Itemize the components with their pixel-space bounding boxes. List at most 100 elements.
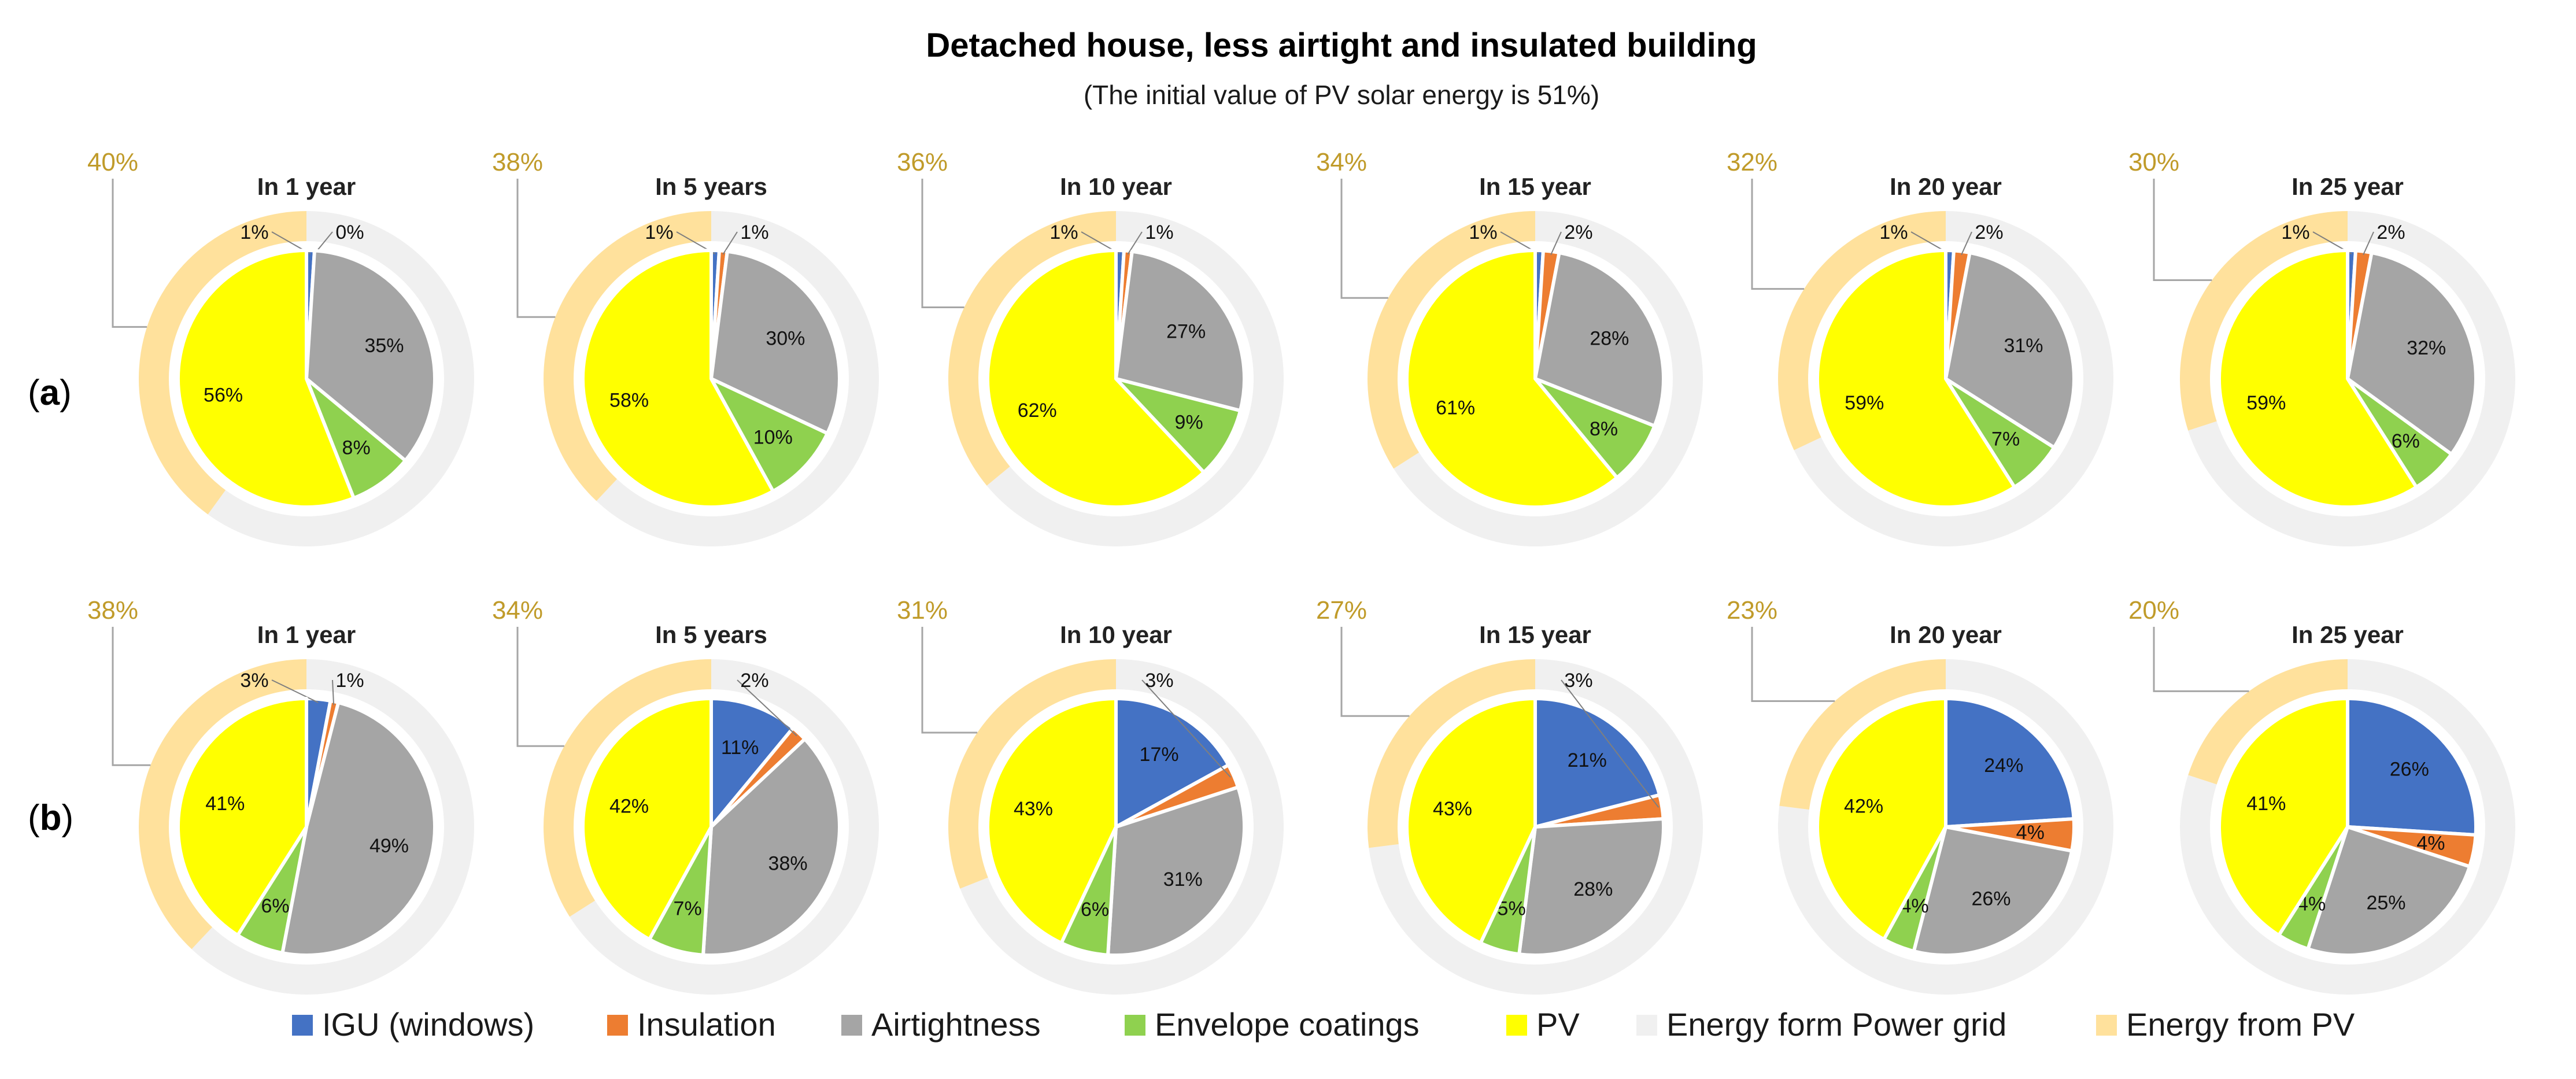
legend-swatch <box>607 1015 628 1036</box>
slice-label: 6% <box>1081 899 1109 921</box>
slice-label: 1% <box>240 221 268 243</box>
chart-title: In 5 years <box>655 621 767 648</box>
slice-pv <box>986 697 1118 945</box>
slice-envelope-coatings <box>1114 377 1243 474</box>
slice-envelope-coatings <box>709 377 829 493</box>
outer-slice-pv <box>1367 659 1535 848</box>
outer-label-pv: 30% <box>2128 148 2179 176</box>
slice-pv <box>1405 697 1537 945</box>
legend-label: IGU (windows) <box>322 1006 534 1043</box>
slice-leader <box>1127 231 1143 255</box>
slice-pv <box>1816 697 1947 941</box>
chart-title: In 5 years <box>655 173 767 200</box>
outer-label-pv: 34% <box>492 596 543 625</box>
legend-item: Energy from PV <box>2096 1006 2355 1043</box>
slice-label: 2% <box>1975 221 2003 243</box>
slice-airtightness <box>1106 785 1246 957</box>
outer-slice-pv <box>2180 211 2348 431</box>
slice-label: 58% <box>609 389 649 411</box>
slice-label: 1% <box>645 221 673 243</box>
slice-label: 28% <box>1573 878 1613 900</box>
slice-leader <box>722 231 738 255</box>
outer-slice-pv <box>1778 211 1946 450</box>
slice-label: 42% <box>1844 796 1883 818</box>
slice-label: 27% <box>1166 321 1206 343</box>
slice-label: 1% <box>2281 221 2309 243</box>
row-label-b: (b) <box>28 798 73 838</box>
outer-label-pv: 34% <box>1316 148 1367 176</box>
leader-line <box>112 179 147 328</box>
outer-slice-pv <box>544 211 711 501</box>
legend-swatch <box>1506 1015 1527 1036</box>
legend-label: Energy form Power grid <box>1666 1006 2006 1043</box>
slice-label: 3% <box>1145 670 1173 692</box>
slice-airtightness <box>305 249 437 463</box>
slice-pv <box>986 249 1206 509</box>
legend-label: Insulation <box>637 1006 776 1043</box>
slice-label: 6% <box>261 895 289 917</box>
outer-slice-grid <box>986 211 1284 546</box>
slice-pv <box>2217 697 2349 937</box>
slice-label: 7% <box>674 898 702 920</box>
charts-group: In 1 year 40% 1% 0% 35% 8% 56% In 5 years 38% 1% 1… <box>87 148 2516 995</box>
leader-line <box>2153 179 2212 282</box>
chart-title: In 15 year <box>1479 621 1591 648</box>
outer-label-pv: 38% <box>87 596 138 625</box>
legend-swatch <box>1125 1015 1145 1036</box>
slice-label: 9% <box>1175 412 1203 434</box>
chart-title: In 25 year <box>2292 173 2404 200</box>
slice-label: 41% <box>2246 793 2286 815</box>
legend-swatch <box>2096 1015 2117 1036</box>
chart-title: In 25 year <box>2292 621 2404 648</box>
pie-a-4: In 15 year 34% 1% 2% 28% 8% 61% <box>1316 148 1703 547</box>
slice-igu-windows <box>1944 697 2076 829</box>
slice-pv <box>176 697 308 937</box>
outer-slice-pv <box>139 659 307 949</box>
outer-slice-pv <box>544 659 711 917</box>
legend-swatch <box>1636 1015 1657 1036</box>
legend-label: Energy from PV <box>2126 1006 2355 1043</box>
outer-slice-pv <box>948 211 1116 486</box>
slice-label: 8% <box>1590 418 1618 440</box>
legend-label: Envelope coatings <box>1155 1006 1420 1043</box>
slice-leader <box>1961 231 1972 256</box>
slice-pv <box>1816 249 2016 509</box>
legend-swatch <box>292 1015 313 1036</box>
slice-pv <box>1405 249 1619 509</box>
slice-pv <box>581 249 775 509</box>
slice-airtightness <box>709 249 841 435</box>
slice-label: 32% <box>2407 337 2446 359</box>
slice-label: 2% <box>2377 221 2405 243</box>
outer-label-pv: 32% <box>1727 148 1777 176</box>
outer-label-pv: 23% <box>1727 596 1777 625</box>
outer-slice-pv <box>139 211 307 515</box>
slice-label: 31% <box>1163 869 1203 890</box>
slice-label: 17% <box>1140 744 1179 766</box>
slice-airtightness <box>2346 250 2478 456</box>
leader-line <box>1751 179 1805 290</box>
slice-pv <box>176 249 356 509</box>
slice-label: 35% <box>364 335 404 357</box>
leader-line <box>921 627 978 734</box>
pie-a-6: In 25 year 30% 1% 2% 32% 6% 59% <box>2128 148 2516 546</box>
leader-line <box>1340 627 1410 717</box>
leader-line <box>2153 627 2249 692</box>
slice-airtightness <box>701 737 841 957</box>
outer-label-pv: 38% <box>492 148 543 176</box>
slice-label: 43% <box>1014 798 1053 820</box>
slice-label: 0% <box>335 221 364 243</box>
legend-item: Insulation <box>607 1006 776 1043</box>
chart-title: In 1 year <box>257 173 356 200</box>
chart-title: In 20 year <box>1890 621 2002 648</box>
slice-label: 61% <box>1436 397 1475 419</box>
slice-label: 1% <box>1879 221 1908 243</box>
chart-title: In 1 year <box>257 621 356 648</box>
leader-line <box>516 627 564 747</box>
slice-airtightness <box>1533 250 1665 428</box>
outer-label-pv: 20% <box>2128 596 2179 625</box>
slice-label: 21% <box>1568 749 1607 771</box>
pie-a-3: In 10 year 36% 1% 1% 27% 9% 62% <box>897 148 1284 546</box>
slice-label: 10% <box>753 426 793 448</box>
chart-title: In 10 year <box>1060 621 1172 648</box>
slice-igu-windows <box>1533 697 1662 829</box>
